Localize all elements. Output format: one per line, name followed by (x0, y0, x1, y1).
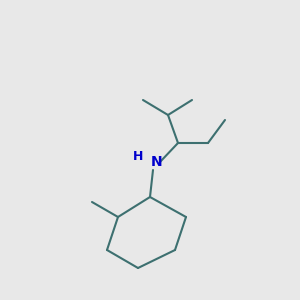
Text: N: N (151, 155, 163, 169)
Text: H: H (133, 149, 143, 163)
